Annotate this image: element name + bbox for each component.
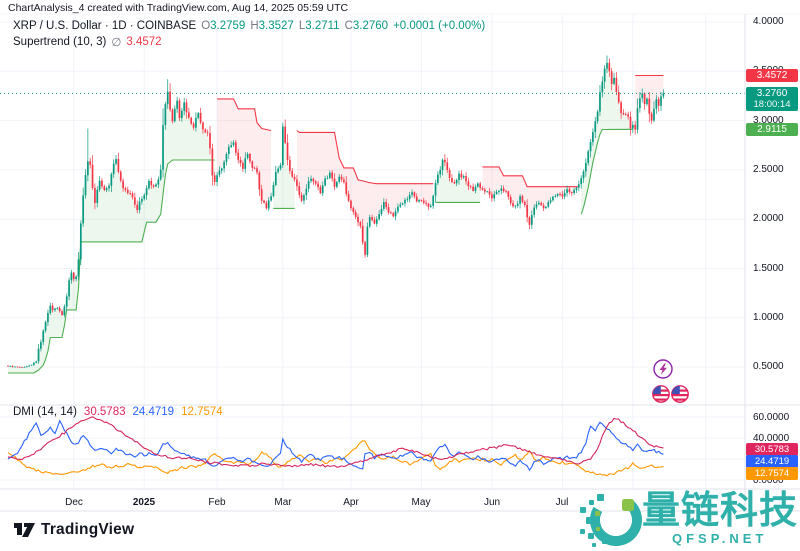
watermark-logo [578,489,648,551]
supertrend-fill [482,166,579,225]
price-tick-label: 4.0000 [753,16,784,27]
uptrend-stop-badge: 2.9115 [746,123,798,136]
bar-countdown: 18:00:14 [753,99,791,110]
average-symbol: ∅ [111,37,122,49]
candles [7,55,665,368]
dmi-tick-label: 0.0000 [753,475,784,486]
chart-legend[interactable]: XRP / U.S. Dollar · 1D · COINBASE O3.275… [13,18,485,50]
supertrend-fill [581,62,633,215]
tradingview-brand-text: TradingView [41,521,135,538]
low-value: L3.2711 [298,20,340,32]
last-price-value: 3.2760 [756,88,788,99]
lightning-event-icon[interactable] [653,359,673,379]
supertrend-fill [217,98,272,209]
dmi-legend-row[interactable]: DMI (14, 14) 30.5783 24.4719 12.7574 [13,406,223,418]
time-tick-label: May [411,497,431,508]
supertrend-name: Supertrend (10, 3) [13,36,107,48]
time-tick-label: Mar [274,497,292,508]
supertrend-fill [8,91,215,373]
supertrend-value: 3.4572 [126,36,162,48]
high-value: H3.3527 [250,20,294,32]
plus-di-value: 24.4719 [132,406,175,418]
supertrend-line [8,159,215,374]
supertrend-line [296,130,434,185]
us-flag-event-icon[interactable] [652,385,689,403]
watermark-subtitle: QFSP.NET [672,531,768,546]
supertrend-line [482,166,579,188]
dmi-tick-label: 60.0000 [753,412,790,423]
watermark-title: 量链科技 [642,490,799,532]
supertrend-fill [273,126,295,209]
minus-di-value: 12.7574 [181,406,223,418]
time-tick-label: 2025 [132,497,156,508]
symbol-legend-row[interactable]: XRP / U.S. Dollar · 1D · COINBASE O3.275… [13,18,485,34]
price-tick-label: 1.0000 [753,312,784,323]
supertrend-fill [435,159,481,203]
tradingview-mark-icon [14,523,35,537]
chart-attribution: ChartAnalysis_4 created with TradingView… [8,2,349,14]
price-tick-label: 2.5000 [753,164,784,175]
close-value: C3.2760 [344,20,389,32]
plus-di-badge: 24.4719 [746,455,798,468]
supertrend-legend-row[interactable]: Supertrend (10, 3) ∅ 3.4572 [13,34,485,50]
last-price-badge: 3.2760 18:00:14 [746,87,798,111]
supertrend-price-badge: 3.4572 [746,69,798,82]
price-tick-label: 2.0000 [753,213,784,224]
time-tick-label: Jul [555,497,569,508]
change-value: +0.0001 (+0.00%) [393,20,486,32]
event-markers[interactable] [648,356,694,404]
tradingview-logo[interactable]: TradingView [14,521,134,539]
time-tick-label: Apr [343,497,359,508]
price-tick-label: 1.5000 [753,263,784,274]
minus-di-badge: 12.7574 [746,467,798,480]
supertrend-line [217,98,272,132]
open-value: O3.2759 [201,20,246,32]
adx-value: 30.5783 [83,406,126,418]
symbol-title: XRP / U.S. Dollar · 1D · COINBASE [13,20,197,32]
supertrend-line [580,128,633,215]
price-tick-label: 3.0000 [753,115,784,126]
adx-badge: 30.5783 [746,443,798,456]
dmi-line-plus_di [7,419,664,472]
time-tick-label: Dec [65,497,83,508]
dmi-tick-label: 40.0000 [753,433,790,444]
time-tick-label: Feb [208,497,226,508]
dmi-name: DMI (14, 14) [13,406,77,418]
price-tick-label: 0.5000 [753,361,784,372]
time-tick-label: Jun [483,497,501,508]
supertrend-fill [296,130,434,255]
dmi-line-adx [7,416,664,468]
